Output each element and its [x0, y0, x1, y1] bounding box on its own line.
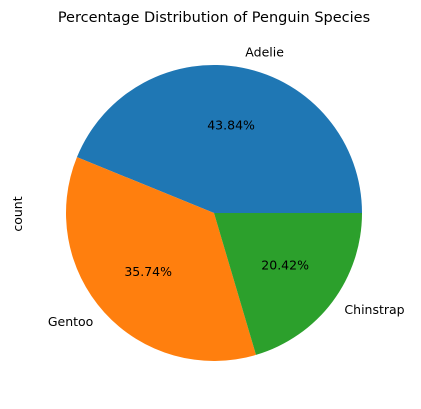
y-axis-label: count: [10, 196, 25, 231]
slice-label-adelie: Adelie: [245, 45, 284, 60]
pie-slice-chinstrap: [214, 213, 362, 355]
slice-percent-chinstrap: 20.42%: [261, 258, 309, 273]
pie-slices: [65, 65, 362, 361]
slice-percent-adelie: 43.84%: [207, 117, 255, 132]
pie-labels: Adelie 43.84% Gentoo 35.74% Chinstrap 20.42%: [48, 45, 405, 329]
pie-slice-gentoo: [65, 157, 257, 361]
slice-percent-gentoo: 35.74%: [124, 264, 172, 279]
chart-title: Percentage Distribution of Penguin Speci…: [58, 10, 370, 26]
pie-slice-adelie: [76, 65, 362, 213]
slice-label-gentoo: Gentoo: [48, 314, 94, 329]
slice-label-chinstrap: Chinstrap: [344, 302, 404, 317]
